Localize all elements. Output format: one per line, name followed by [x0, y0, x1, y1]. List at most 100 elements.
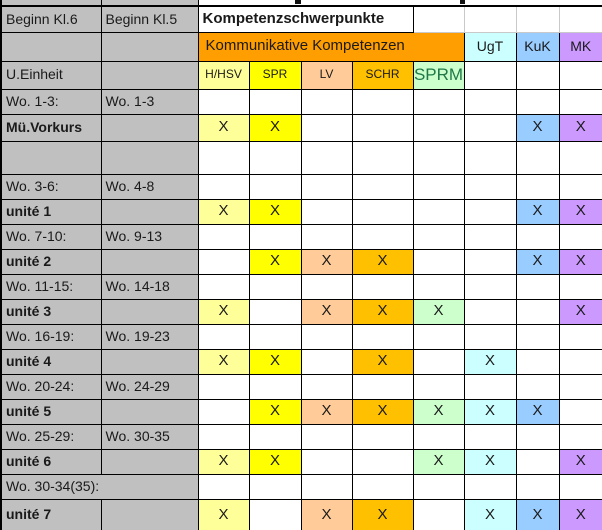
empty-cell-ugt[interactable]	[463, 373, 517, 400]
week-cell-kl5[interactable]: Wo. 9-13	[100, 223, 199, 250]
column-header-sprm[interactable]: SPRM	[412, 60, 465, 90]
mark-cell-mk[interactable]: X	[558, 298, 602, 325]
empty-cell-sprm[interactable]	[412, 88, 465, 115]
empty-cell-ugt[interactable]	[463, 298, 517, 325]
empty-cell-sprm[interactable]	[412, 348, 465, 375]
mark-cell-hhsv[interactable]: X	[197, 113, 250, 142]
mark-cell-kuk[interactable]: X	[515, 113, 560, 142]
empty-cell-hhsv[interactable]	[197, 248, 250, 275]
empty-cell-spr[interactable]	[248, 298, 302, 325]
empty-cell-schr[interactable]	[351, 223, 414, 250]
week-cell-kl6[interactable]: Wo. 16-19:	[0, 323, 102, 350]
empty-cell-spr[interactable]	[248, 473, 302, 500]
empty-cell-schr[interactable]	[351, 88, 414, 115]
unit-empty-cell[interactable]	[100, 448, 199, 475]
empty-cell-kuk[interactable]	[515, 448, 560, 475]
mark-cell-hhsv[interactable]: X	[197, 498, 250, 530]
mark-cell-mk[interactable]: X	[558, 198, 602, 225]
week-cell-kl6[interactable]: Wo. 7-10:	[0, 223, 102, 250]
unit-label-cell[interactable]: unité 2	[0, 248, 102, 275]
empty-cell[interactable]	[515, 5, 560, 33]
empty-cell[interactable]	[558, 60, 602, 90]
empty-cell-mk[interactable]	[558, 473, 602, 500]
week-cell-kl6[interactable]: Wo. 11-15:	[0, 273, 102, 300]
empty-cell-kuk[interactable]	[515, 373, 560, 400]
empty-cell-ugt[interactable]	[463, 113, 517, 142]
empty-cell-schr[interactable]	[351, 448, 414, 475]
empty-cell-spr[interactable]	[248, 323, 302, 350]
column-header-ugt[interactable]: UgT	[463, 31, 517, 62]
column-header-hhsv[interactable]: H/HSV	[197, 60, 250, 90]
mark-cell-hhsv[interactable]: X	[197, 298, 250, 325]
empty-cell-spr[interactable]	[248, 423, 302, 450]
unit-label-cell[interactable]: Mü.Vorkurs	[0, 113, 102, 142]
week-cell-kl6[interactable]: Wo. 1-3:	[0, 88, 102, 115]
empty-cell-sprm[interactable]	[412, 323, 465, 350]
empty-cell-ugt[interactable]	[463, 473, 517, 500]
mark-cell-mk[interactable]: X	[558, 113, 602, 142]
mark-cell-spr[interactable]: X	[248, 398, 302, 425]
mark-cell-lv[interactable]: X	[300, 248, 353, 275]
unit-label-cell[interactable]: unité 3	[0, 298, 102, 325]
mark-cell-sprm[interactable]: X	[412, 298, 465, 325]
empty-cell-lv[interactable]	[300, 373, 353, 400]
mark-cell-schr[interactable]: X	[351, 298, 414, 325]
mark-cell-spr[interactable]: X	[248, 248, 302, 275]
mark-cell-schr[interactable]: X	[351, 498, 414, 530]
empty-cell-schr[interactable]	[351, 473, 414, 500]
empty-gray-cell[interactable]	[100, 60, 199, 90]
empty-cell-ugt[interactable]	[463, 198, 517, 225]
empty-cell-hhsv[interactable]	[197, 273, 250, 300]
empty-cell[interactable]	[558, 5, 602, 33]
unit-label-cell[interactable]: unité 6	[0, 448, 102, 475]
empty-cell-lv[interactable]	[300, 423, 353, 450]
empty-cell-schr[interactable]	[351, 140, 414, 175]
unit-empty-cell[interactable]	[100, 348, 199, 375]
empty-gray-cell[interactable]	[100, 31, 199, 62]
empty-cell-hhsv[interactable]	[197, 88, 250, 115]
empty-cell-lv[interactable]	[300, 113, 353, 142]
cell-beginn-kl6[interactable]: Beginn Kl.6	[0, 5, 102, 33]
empty-cell-kuk[interactable]	[515, 473, 560, 500]
empty-cell[interactable]	[463, 60, 517, 90]
empty-cell-kuk[interactable]	[515, 88, 560, 115]
mark-cell-spr[interactable]: X	[248, 198, 302, 225]
empty-cell-spr[interactable]	[248, 373, 302, 400]
empty-cell-ugt[interactable]	[463, 140, 517, 175]
empty-cell-schr[interactable]	[351, 198, 414, 225]
empty-cell-mk[interactable]	[558, 348, 602, 375]
week-cell-kl5[interactable]: Wo. 14-18	[100, 273, 199, 300]
empty-cell-hhsv[interactable]	[197, 140, 250, 175]
empty-cell-mk[interactable]	[558, 423, 602, 450]
empty-cell-ugt[interactable]	[463, 273, 517, 300]
week-cell-merged[interactable]: Wo. 30-34(35):	[0, 473, 199, 500]
week-cell-kl5[interactable]: Wo. 24-29	[100, 373, 199, 400]
empty-cell-lv[interactable]	[300, 88, 353, 115]
empty-cell-kuk[interactable]	[515, 323, 560, 350]
empty-cell-hhsv[interactable]	[197, 398, 250, 425]
empty-cell-hhsv[interactable]	[197, 173, 250, 200]
empty-cell-lv[interactable]	[300, 173, 353, 200]
empty-cell-sprm[interactable]	[412, 248, 465, 275]
week-cell-kl5[interactable]: Wo. 30-35	[100, 423, 199, 450]
mark-cell-ugt[interactable]: X	[463, 448, 517, 475]
mark-cell-hhsv[interactable]: X	[197, 448, 250, 475]
empty-cell-sprm[interactable]	[412, 423, 465, 450]
empty-cell-spr[interactable]	[248, 498, 302, 530]
empty-gray-cell[interactable]	[0, 31, 102, 62]
mark-cell-schr[interactable]: X	[351, 248, 414, 275]
empty-cell-mk[interactable]	[558, 88, 602, 115]
column-header-lv[interactable]: LV	[300, 60, 353, 90]
column-header-mk[interactable]: MK	[558, 31, 602, 62]
empty-cell-schr[interactable]	[351, 113, 414, 142]
mark-cell-schr[interactable]: X	[351, 398, 414, 425]
mark-cell-ugt[interactable]: X	[463, 398, 517, 425]
empty-cell-hhsv[interactable]	[197, 323, 250, 350]
empty-cell-spr[interactable]	[248, 140, 302, 175]
unit-label-cell[interactable]: unité 1	[0, 198, 102, 225]
column-header-schr[interactable]: SCHR	[351, 60, 414, 90]
empty-cell-schr[interactable]	[351, 423, 414, 450]
empty-cell-sprm[interactable]	[412, 198, 465, 225]
empty-cell-schr[interactable]	[351, 173, 414, 200]
empty-cell-mk[interactable]	[558, 223, 602, 250]
